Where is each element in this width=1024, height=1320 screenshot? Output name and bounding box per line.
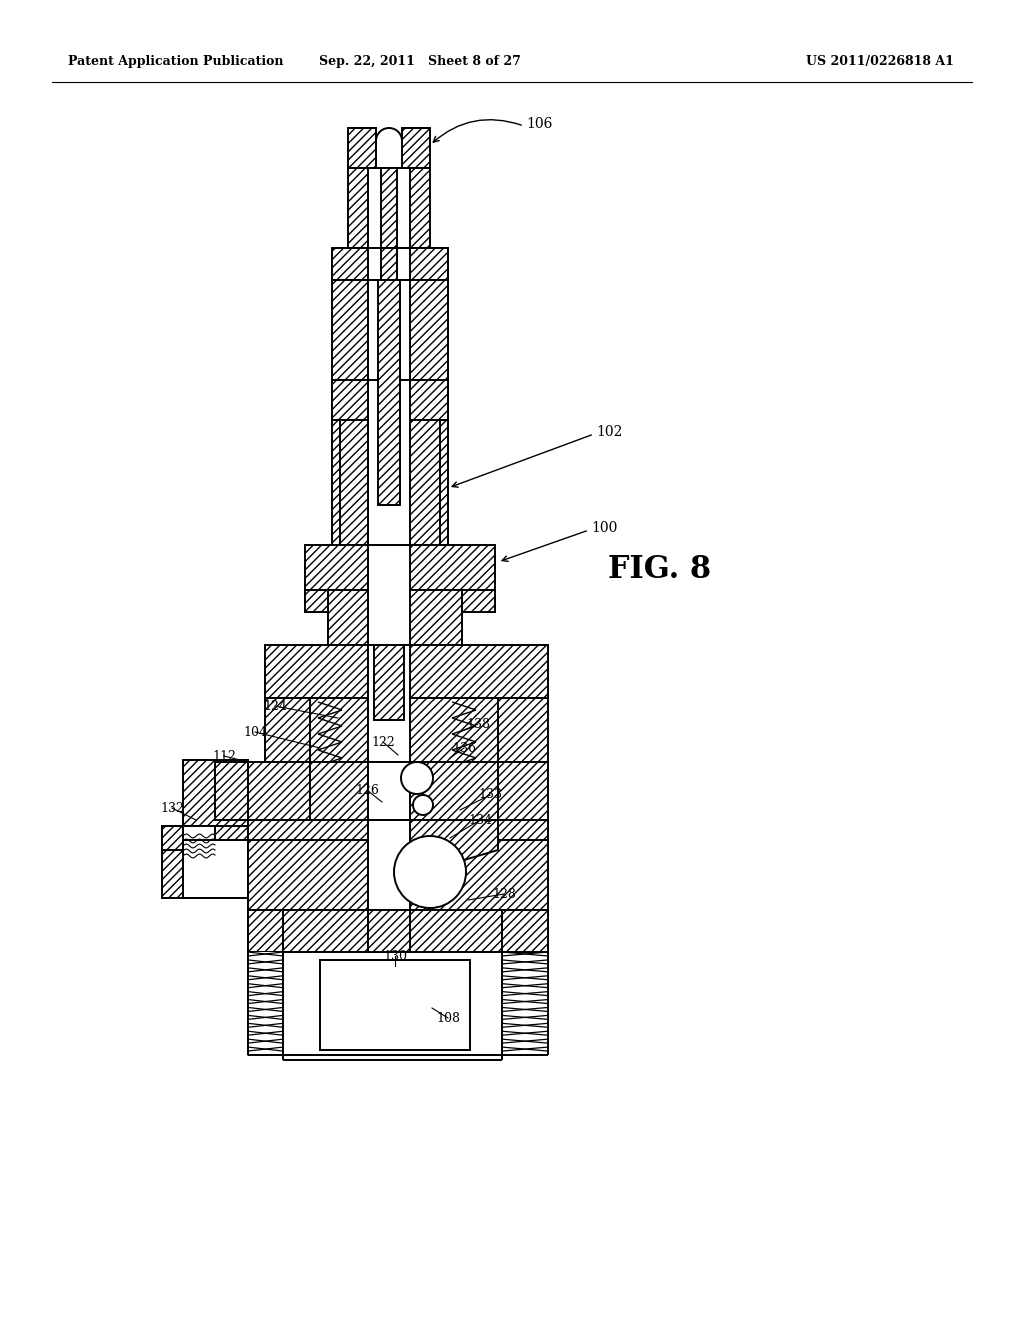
- Bar: [183, 840, 248, 898]
- Bar: [410, 168, 430, 248]
- Text: 122: 122: [371, 735, 395, 748]
- Text: 102: 102: [596, 425, 623, 440]
- Bar: [410, 698, 498, 762]
- Circle shape: [413, 795, 433, 814]
- Bar: [368, 280, 410, 545]
- Bar: [381, 168, 397, 248]
- Bar: [310, 762, 368, 820]
- Bar: [348, 168, 368, 248]
- Bar: [410, 545, 495, 590]
- Bar: [402, 128, 430, 168]
- Bar: [283, 909, 368, 952]
- Polygon shape: [410, 820, 498, 870]
- Text: 124: 124: [263, 700, 287, 713]
- Bar: [378, 280, 400, 506]
- Text: 100: 100: [591, 521, 617, 535]
- Bar: [248, 820, 368, 909]
- Bar: [305, 545, 368, 590]
- Text: 138: 138: [466, 718, 490, 730]
- Bar: [368, 820, 410, 909]
- Bar: [410, 820, 548, 909]
- Text: 128: 128: [493, 887, 516, 900]
- Bar: [328, 590, 368, 645]
- Bar: [410, 420, 440, 545]
- Bar: [410, 590, 462, 645]
- Bar: [502, 909, 548, 952]
- Bar: [162, 826, 183, 850]
- Text: Patent Application Publication: Patent Application Publication: [68, 55, 284, 69]
- Bar: [183, 826, 215, 840]
- Bar: [332, 280, 368, 545]
- Text: Sep. 22, 2011   Sheet 8 of 27: Sep. 22, 2011 Sheet 8 of 27: [319, 55, 521, 69]
- Text: 126: 126: [355, 784, 379, 796]
- Bar: [410, 280, 449, 545]
- Bar: [283, 952, 502, 1055]
- Bar: [248, 820, 548, 840]
- Bar: [368, 645, 410, 762]
- Text: 108: 108: [436, 1011, 460, 1024]
- Text: 112: 112: [212, 750, 236, 763]
- Bar: [183, 760, 248, 830]
- Bar: [498, 762, 548, 820]
- Text: 104: 104: [243, 726, 267, 738]
- Text: 106: 106: [526, 117, 552, 131]
- Text: 136: 136: [452, 742, 476, 755]
- Bar: [332, 380, 368, 420]
- Bar: [215, 762, 248, 820]
- Bar: [368, 909, 410, 952]
- Bar: [410, 909, 502, 952]
- Text: 132: 132: [160, 801, 184, 814]
- Bar: [410, 762, 498, 820]
- Bar: [410, 380, 449, 420]
- Text: FIG. 8: FIG. 8: [608, 554, 712, 586]
- Bar: [340, 420, 368, 545]
- Bar: [332, 248, 368, 280]
- Bar: [265, 645, 368, 698]
- Text: 133: 133: [478, 788, 502, 801]
- Bar: [305, 590, 328, 612]
- Text: US 2011/0226818 A1: US 2011/0226818 A1: [806, 55, 954, 69]
- Bar: [410, 248, 449, 280]
- Bar: [348, 128, 376, 168]
- Bar: [462, 590, 495, 612]
- Bar: [310, 698, 368, 762]
- Bar: [368, 762, 410, 820]
- Bar: [410, 645, 548, 698]
- Bar: [248, 909, 283, 952]
- Bar: [498, 698, 548, 762]
- Text: 130: 130: [383, 949, 407, 962]
- Bar: [248, 762, 310, 820]
- Bar: [319, 960, 470, 1049]
- Text: 134: 134: [468, 813, 492, 826]
- Bar: [162, 826, 248, 898]
- Bar: [374, 645, 404, 719]
- Circle shape: [401, 762, 433, 795]
- Bar: [381, 248, 397, 280]
- Circle shape: [394, 836, 466, 908]
- Bar: [248, 952, 283, 1055]
- Bar: [265, 698, 310, 762]
